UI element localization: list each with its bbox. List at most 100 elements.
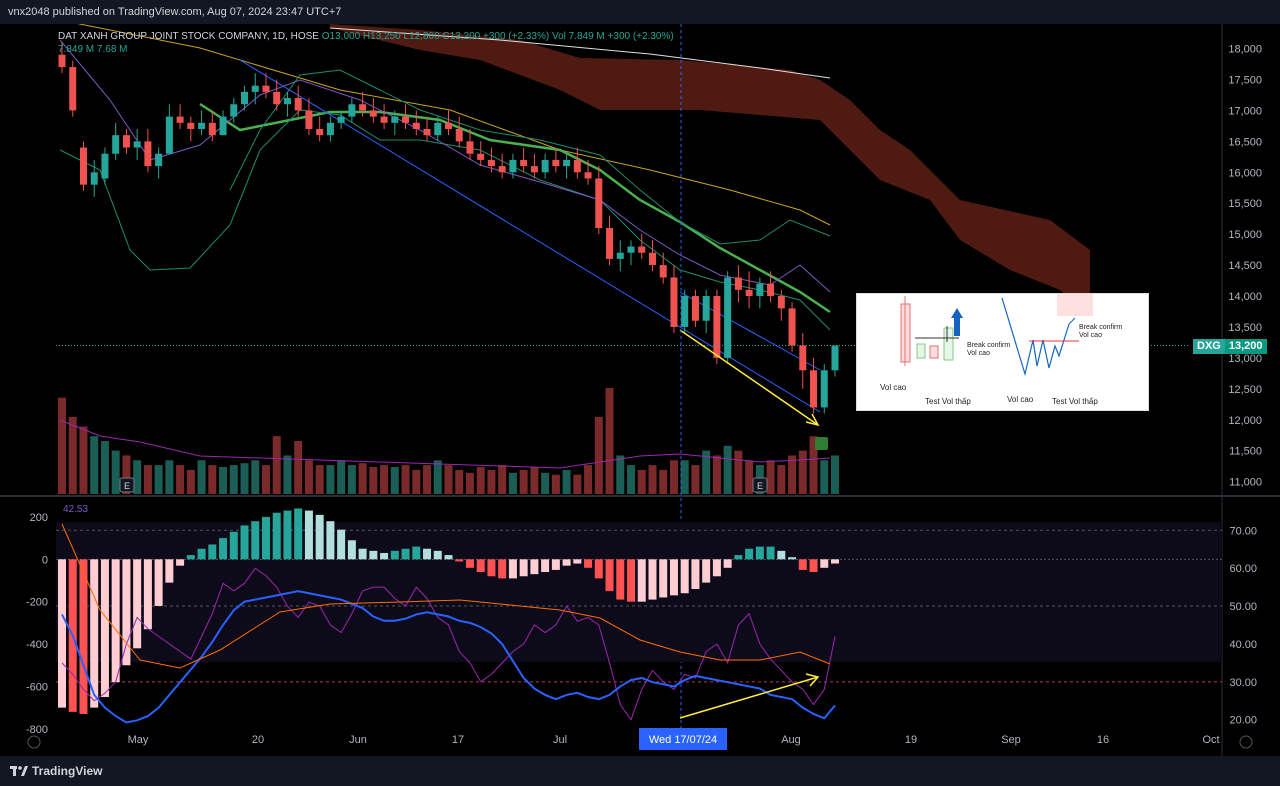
osc-right-axis-tick: 20.00 <box>1229 715 1257 727</box>
chart-svg[interactable]: E E 18,000 17,500 17,000 16,500 16,000 15,500 15… <box>0 19 1280 756</box>
volume-bar <box>412 469 421 494</box>
pattern-inset-image: Break confirm Vol cao Vol cao Test Vol t… <box>856 293 1149 411</box>
volume-bar <box>723 445 732 494</box>
macd-histogram-bar <box>680 559 689 594</box>
volume-bar <box>133 460 142 494</box>
bollinger-upper <box>59 109 831 331</box>
macd-histogram-bar <box>798 559 807 570</box>
signal-marker <box>815 437 828 450</box>
volume-bar <box>455 469 464 494</box>
volume-bar <box>444 465 453 494</box>
macd-histogram-bar <box>573 559 582 564</box>
volume-bar <box>111 450 120 494</box>
volume-bar <box>605 388 614 494</box>
candle-body <box>584 172 592 179</box>
candle-body <box>670 277 678 327</box>
price-axis-tick: 11,500 <box>1229 446 1262 458</box>
candle-body <box>713 296 721 358</box>
macd-histogram-bar <box>723 559 732 568</box>
macd-histogram-bar <box>508 559 517 579</box>
legend-vol: Vol 7.849 M +300 (+2.30%) <box>551 31 674 42</box>
volume-bar <box>337 460 346 494</box>
candle-body <box>58 54 66 68</box>
candle-body <box>734 277 742 290</box>
price-axis-tick: 12,000 <box>1228 415 1262 427</box>
divergence-arrow-price <box>679 329 819 426</box>
candle-body <box>552 159 560 167</box>
candle-body <box>198 122 206 129</box>
macd-histogram-bar <box>541 559 550 573</box>
candle-body <box>520 159 528 167</box>
candle-body <box>79 147 87 185</box>
volume-bar <box>573 474 582 494</box>
candle-body <box>702 296 710 321</box>
volume-bar <box>820 460 829 494</box>
macd-histogram-bar <box>240 525 249 560</box>
candle-body <box>208 122 216 136</box>
candle-body <box>799 345 807 371</box>
macd-histogram-bar <box>229 531 238 560</box>
volume-bar <box>176 465 185 494</box>
candle-body <box>348 104 356 117</box>
candle-body <box>445 122 452 129</box>
candle-body <box>777 296 785 309</box>
candle-body <box>541 159 549 173</box>
candle-body <box>466 141 474 154</box>
volume-bar <box>659 469 668 494</box>
osc-left-axis-tick: -400 <box>26 639 48 651</box>
inset-diagram: Break confirm Vol cao Vol cao Test Vol t… <box>880 294 1122 406</box>
macd-histogram-bar <box>831 559 839 564</box>
price-axis-tick: 17,500 <box>1228 74 1262 86</box>
x-axis-tick: 20 <box>252 734 264 746</box>
x-axis-tick: 19 <box>905 734 917 746</box>
macd-histogram-bar <box>605 559 614 592</box>
candle-body <box>573 159 581 173</box>
volume-bar <box>304 460 313 494</box>
volume-bar <box>669 460 678 494</box>
candle-body <box>241 91 249 105</box>
tradingview-logo[interactable]: TradingView <box>10 764 102 778</box>
macd-histogram-bar <box>712 559 721 577</box>
candle-body <box>187 122 195 129</box>
macd-histogram-bar <box>745 548 754 560</box>
ma-50-line <box>199 102 831 314</box>
x-axis-tick: Jun <box>349 734 367 746</box>
candle-body <box>155 153 163 167</box>
candle-body <box>509 159 517 173</box>
price-axis-tick: 11,000 <box>1229 477 1262 489</box>
volume-bar <box>369 467 378 494</box>
price-axis-tick: 15,000 <box>1228 229 1262 241</box>
volume-bar <box>197 460 206 494</box>
ichimoku-cloud <box>330 24 1090 316</box>
volume-bar <box>691 465 700 494</box>
volume-bar <box>562 469 571 494</box>
candle-body <box>273 91 281 105</box>
volume-bar <box>551 474 560 494</box>
price-axis-tick: 13,000 <box>1228 353 1262 365</box>
osc-right-axis-tick: 70.00 <box>1229 525 1257 537</box>
candle-body <box>262 85 270 92</box>
price-axis-tick: 14,000 <box>1228 291 1262 303</box>
macd-histogram-bar <box>390 550 399 560</box>
macd-line <box>61 590 836 724</box>
volume-bar <box>530 467 539 494</box>
candle-body <box>402 116 410 123</box>
macd-histogram-bar <box>669 559 678 596</box>
candle-body <box>337 116 345 123</box>
osc-left-axis-tick: -200 <box>26 597 48 609</box>
price-badge: DXG 13,200 <box>1193 339 1267 354</box>
candle-body <box>230 104 238 117</box>
volume-bar <box>519 469 528 494</box>
candle-body <box>477 153 485 160</box>
signal-line <box>61 523 831 669</box>
macd-histogram-bar <box>766 546 775 560</box>
macd-histogram-bar <box>584 559 593 568</box>
volume-bar <box>186 469 195 494</box>
osc-right-axis-tick: 60.00 <box>1229 563 1257 575</box>
osc-right-axis-tick: 40.00 <box>1229 639 1257 651</box>
candle-body <box>369 110 377 117</box>
volume-bar <box>240 463 249 494</box>
volume-bar <box>272 436 281 494</box>
volume-bar <box>390 467 399 494</box>
crosshair-date-badge <box>639 728 727 750</box>
